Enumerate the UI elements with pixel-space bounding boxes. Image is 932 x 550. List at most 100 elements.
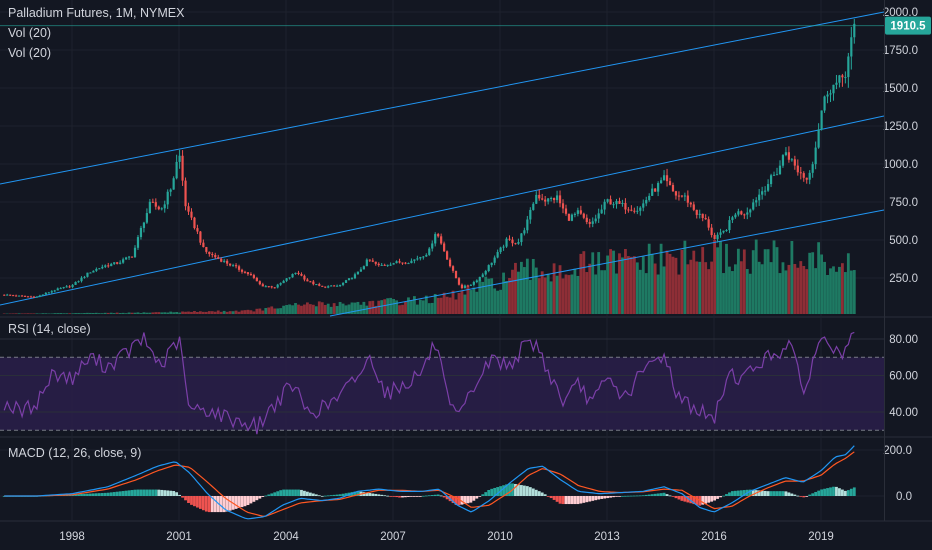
trendlines[interactable]	[0, 11, 885, 317]
symbol-title[interactable]: Palladium Futures, 1M, NYMEX	[8, 6, 185, 20]
macd-histogram-bar	[731, 491, 734, 496]
volume-bar	[193, 311, 196, 314]
trendline-3[interactable]	[329, 209, 885, 317]
volume-bar	[163, 312, 167, 314]
volume-legend-1[interactable]: Vol (20)	[8, 26, 52, 40]
macd-histogram-bar	[552, 496, 556, 500]
macd-histogram-bar	[573, 496, 577, 505]
volume-bar	[457, 292, 461, 314]
macd-histogram-bar	[418, 496, 422, 497]
volume-bar	[297, 304, 300, 314]
candle-body	[841, 75, 844, 78]
candle-body	[35, 296, 39, 298]
candle-body	[624, 203, 627, 210]
price-axis[interactable]: 250.0 500.0 750.0 1000.0 1250.0 1500.0 1750.0 2…	[883, 7, 918, 285]
volume-bar	[790, 241, 794, 314]
candle-body	[77, 281, 80, 283]
macd-axis[interactable]: 0.0 200.0	[883, 445, 912, 503]
candle-body	[820, 110, 823, 130]
macd-histogram-bar	[374, 493, 378, 496]
volume-bar	[97, 313, 101, 314]
candle-body	[237, 266, 241, 270]
candle-body	[95, 268, 98, 271]
candle-body	[576, 210, 579, 214]
candle-body	[148, 201, 151, 214]
volume-bar	[835, 271, 838, 314]
macd-histogram-bar	[558, 496, 562, 504]
candle-body	[92, 270, 95, 273]
rsi-pane[interactable]: 40.00 60.00 80.00	[0, 331, 918, 435]
volume-bar	[466, 285, 470, 314]
volume-bar	[665, 250, 669, 314]
macd-histogram-bar	[264, 495, 268, 497]
macd-histogram-bar	[157, 489, 161, 496]
candle-body	[303, 275, 306, 280]
volume-bar	[308, 304, 312, 314]
candle-body	[175, 161, 178, 179]
macd-histogram-bar	[249, 496, 253, 504]
volume-bar	[686, 264, 690, 314]
candle-body	[538, 194, 541, 199]
volume-bar	[615, 273, 618, 314]
candle-body	[487, 265, 490, 271]
macd-histogram-bar	[184, 496, 187, 501]
candle-body	[404, 262, 407, 264]
volume-legend-2[interactable]: Vol (20)	[8, 46, 52, 60]
volume-bar	[418, 299, 422, 314]
macd-histogram-bar	[94, 493, 98, 496]
time-axis[interactable]: 1998 2001 2004 2007 2010 2013 2016 2019	[59, 531, 834, 543]
volume-bar	[585, 272, 589, 314]
volume-bar	[481, 281, 485, 314]
volume-bar	[629, 256, 633, 314]
candle-body	[389, 264, 392, 266]
volume-bar	[175, 312, 179, 314]
macd-pane[interactable]: 0.0 200.0	[0, 445, 912, 520]
macd-histogram-bar	[692, 496, 696, 505]
macd-histogram-bar	[805, 496, 809, 497]
rsi-axis[interactable]: 40.00 60.00 80.00	[889, 334, 918, 419]
macd-histogram-bar	[291, 489, 294, 496]
volume-bar	[329, 306, 333, 314]
candle-body	[181, 155, 184, 181]
volume-bar	[433, 293, 437, 314]
candle-body	[65, 286, 68, 288]
macd-histogram-bar	[766, 491, 770, 496]
volume-bar	[44, 313, 48, 314]
candle-body	[579, 210, 582, 214]
volume-bar	[582, 251, 586, 314]
volume-bar	[763, 249, 767, 314]
macd-histogram-bar	[665, 494, 669, 496]
price-pane[interactable]: 250.0 500.0 750.0 1000.0 1250.0 1500.0 1750.0 2…	[0, 0, 931, 520]
candle-body	[383, 264, 386, 266]
volume-bar	[196, 312, 199, 314]
macd-histogram-bar	[433, 494, 437, 496]
candle-body	[333, 285, 336, 287]
candle-body	[832, 84, 835, 94]
volume-bar	[353, 302, 357, 314]
macd-histogram-bar	[695, 496, 699, 505]
candle-body	[157, 206, 160, 210]
volume-bar	[463, 294, 467, 314]
trendline-2[interactable]	[0, 115, 885, 306]
volume-bar	[632, 256, 636, 314]
volume-bar	[59, 313, 63, 314]
candle-body	[784, 152, 788, 156]
candle-body	[249, 274, 253, 276]
candle-body	[657, 183, 660, 192]
macd-histogram-bar	[769, 491, 773, 496]
volume-bar	[317, 301, 321, 314]
volume-bar	[249, 310, 253, 314]
price-tick-label: 500.0	[889, 235, 918, 247]
trendline-1[interactable]	[0, 11, 885, 185]
rsi-legend[interactable]: RSI (14, close)	[8, 322, 91, 336]
macd-histogram-bar	[294, 489, 297, 496]
macd-histogram-bar	[193, 496, 196, 507]
candle-body	[445, 251, 449, 260]
macd-histogram-bar	[353, 491, 357, 496]
macd-legend[interactable]: MACD (12, 26, close, 9)	[8, 446, 142, 460]
macd-histogram-bar	[826, 488, 829, 496]
macd-histogram-bar	[802, 496, 806, 498]
macd-histogram-bar	[389, 496, 393, 497]
volume-bar	[674, 257, 678, 314]
